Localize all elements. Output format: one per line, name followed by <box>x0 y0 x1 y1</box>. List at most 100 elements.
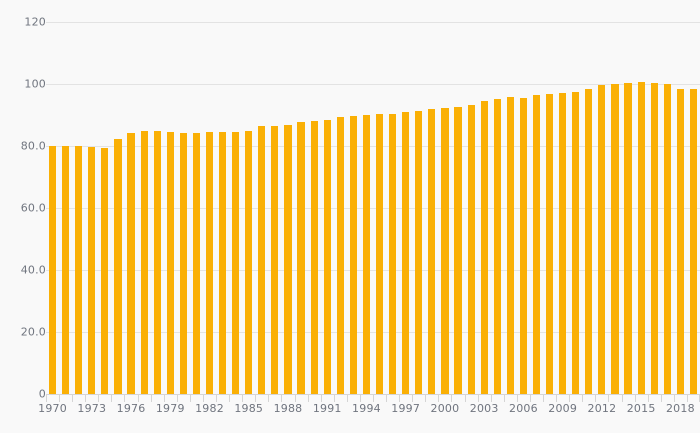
bar[interactable] <box>284 124 292 394</box>
x-tick-mark <box>98 394 100 402</box>
bar[interactable] <box>402 111 410 394</box>
bar[interactable] <box>88 147 96 394</box>
bar[interactable] <box>140 131 148 394</box>
x-tick-mark <box>543 394 545 402</box>
x-tick-mark <box>137 394 139 402</box>
x-tick-mark <box>216 394 218 402</box>
bar[interactable] <box>480 100 488 394</box>
bar[interactable] <box>323 119 331 394</box>
x-tick-mark <box>189 394 191 402</box>
x-tick-mark <box>686 394 688 402</box>
bar[interactable] <box>179 132 187 394</box>
bar[interactable] <box>192 132 200 394</box>
x-tick-label: 2009 <box>548 402 578 415</box>
bar[interactable] <box>454 107 462 394</box>
x-tick-mark <box>477 394 479 402</box>
bar[interactable] <box>336 117 344 394</box>
x-tick-mark <box>307 394 309 402</box>
bar[interactable] <box>297 122 305 394</box>
x-tick-mark <box>490 394 492 402</box>
x-tick-mark <box>634 394 636 402</box>
bar[interactable] <box>389 113 397 394</box>
x-tick-label: 2003 <box>469 402 499 415</box>
x-tick-mark <box>150 394 152 402</box>
x-tick-mark <box>582 394 584 402</box>
x-tick-mark <box>595 394 597 402</box>
bar[interactable] <box>349 116 357 394</box>
x-tick-mark <box>647 394 649 402</box>
bar[interactable] <box>153 131 161 394</box>
bar[interactable] <box>205 132 214 394</box>
bar[interactable] <box>48 145 57 394</box>
x-tick-mark <box>72 394 74 402</box>
bar[interactable] <box>598 85 606 394</box>
bar[interactable] <box>585 88 593 394</box>
bar[interactable] <box>650 83 658 394</box>
x-tick-mark <box>111 394 113 402</box>
bar[interactable] <box>114 138 122 394</box>
x-tick-mark <box>673 394 675 402</box>
x-tick-mark <box>412 394 414 402</box>
bar[interactable] <box>637 81 645 394</box>
bar[interactable] <box>415 110 423 394</box>
gridline-100 <box>46 84 700 85</box>
bar[interactable] <box>166 132 174 394</box>
bar[interactable] <box>218 132 227 394</box>
x-tick-mark <box>59 394 61 402</box>
x-tick-mark <box>660 394 662 402</box>
bar[interactable] <box>258 126 266 394</box>
x-tick-label: 1976 <box>116 402 146 415</box>
gridline-80 <box>46 146 700 147</box>
y-tick-label: 60.0 <box>20 201 46 215</box>
bar[interactable] <box>663 84 671 394</box>
x-tick-label: 1985 <box>234 402 264 415</box>
bar[interactable] <box>362 115 371 394</box>
bar[interactable] <box>127 133 135 394</box>
y-tick-label: 120 <box>24 15 46 29</box>
bar[interactable] <box>689 89 698 394</box>
bar[interactable] <box>101 148 109 394</box>
x-tick-mark <box>320 394 322 402</box>
gridline-120 <box>46 22 700 23</box>
x-tick-mark <box>242 394 244 402</box>
bar[interactable] <box>75 146 83 394</box>
bar[interactable] <box>506 97 514 394</box>
x-tick-label: 1997 <box>391 402 421 415</box>
bar[interactable] <box>428 109 436 394</box>
bar[interactable] <box>572 92 580 394</box>
bar[interactable] <box>232 132 240 394</box>
bar[interactable] <box>519 97 527 394</box>
x-tick-mark <box>621 394 623 402</box>
x-tick-mark <box>516 394 518 402</box>
bar[interactable] <box>611 84 619 394</box>
bar[interactable] <box>624 83 632 394</box>
y-tick-label: 80.0 <box>20 139 46 153</box>
x-tick-label: 1973 <box>77 402 107 415</box>
bar[interactable] <box>545 93 554 394</box>
bar[interactable] <box>271 125 279 394</box>
gridline-60 <box>46 208 700 209</box>
x-tick-mark <box>176 394 178 402</box>
x-tick-label: 2015 <box>626 402 656 415</box>
bar[interactable] <box>493 98 501 394</box>
x-tick-mark <box>163 394 165 402</box>
bar[interactable] <box>559 93 567 394</box>
bar[interactable] <box>441 107 449 394</box>
x-tick-mark <box>229 394 231 402</box>
bar[interactable] <box>245 131 253 394</box>
x-tick-mark <box>556 394 558 402</box>
bar[interactable] <box>310 120 318 394</box>
bar[interactable] <box>62 146 70 394</box>
x-tick-mark <box>529 394 531 402</box>
x-tick-mark <box>569 394 571 402</box>
bar[interactable] <box>676 88 684 394</box>
x-tick-mark <box>386 394 388 402</box>
bar[interactable] <box>467 105 475 394</box>
bar[interactable] <box>375 114 384 394</box>
x-tick-label: 2000 <box>430 402 460 415</box>
x-tick-mark <box>373 394 374 402</box>
x-tick-mark <box>124 394 126 402</box>
x-tick-mark <box>425 394 427 402</box>
bar[interactable] <box>532 95 541 394</box>
x-tick-mark <box>294 394 296 402</box>
